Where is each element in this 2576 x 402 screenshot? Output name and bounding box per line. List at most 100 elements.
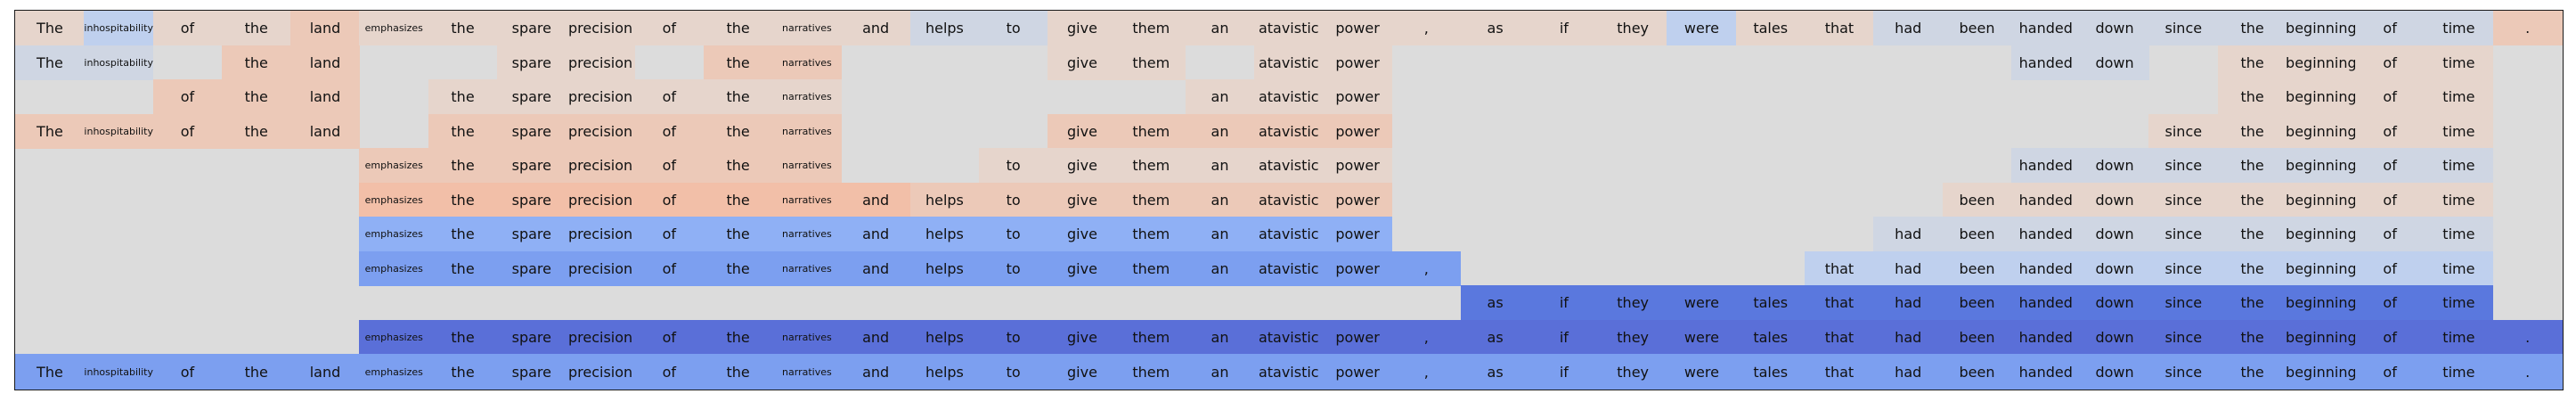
token-cell: atavistic bbox=[1253, 250, 1324, 286]
token-cell: handed bbox=[2010, 45, 2081, 80]
token-cell: of bbox=[2355, 217, 2425, 252]
token-cell: helps bbox=[909, 11, 980, 46]
token-cell: time bbox=[2424, 79, 2494, 115]
token-cell: had bbox=[1873, 354, 1944, 390]
token-cell: spare bbox=[496, 250, 567, 286]
token-cell: down bbox=[2080, 11, 2149, 46]
token-cell: down bbox=[2080, 45, 2149, 80]
token-cell: handed bbox=[2010, 250, 2081, 286]
token-cell: of bbox=[634, 217, 705, 252]
token-cell: had bbox=[1873, 250, 1944, 286]
token-cell: of bbox=[634, 79, 705, 115]
token-heatmap-frame: The inhospitability of the land emphasizes the… bbox=[14, 10, 2564, 390]
token-cell: that bbox=[1805, 285, 1874, 321]
token-cell: the bbox=[2217, 11, 2287, 46]
token-cell: were bbox=[1667, 319, 1737, 356]
token-cell: the bbox=[703, 250, 773, 286]
token-cell: beginning bbox=[2286, 217, 2357, 252]
token-cell: narratives bbox=[771, 217, 842, 252]
token-cell: the bbox=[428, 354, 498, 390]
token-cell: of bbox=[2355, 354, 2425, 390]
token-cell: spare bbox=[496, 113, 567, 149]
token-cell: the bbox=[703, 11, 773, 46]
token-cell: atavistic bbox=[1253, 182, 1324, 217]
token-cell: narratives bbox=[771, 250, 842, 286]
token-cell: since bbox=[2148, 217, 2219, 252]
token-cell: The bbox=[15, 113, 85, 149]
token-cell: give bbox=[1048, 182, 1117, 217]
token-cell: and bbox=[841, 250, 911, 286]
token-cell: the bbox=[221, 354, 291, 390]
token-cell: that bbox=[1805, 319, 1874, 356]
token-cell: The bbox=[15, 45, 85, 80]
token-cell: beginning bbox=[2286, 319, 2357, 356]
token-cell: . bbox=[2492, 354, 2563, 390]
token-cell: power bbox=[1323, 250, 1392, 286]
token-cell: narratives bbox=[771, 148, 842, 184]
token-cell: precision bbox=[566, 250, 636, 286]
token-cell: and bbox=[841, 182, 911, 217]
token-cell: the bbox=[703, 354, 773, 390]
token-cell: precision bbox=[566, 11, 636, 46]
token-cell: the bbox=[2217, 79, 2287, 115]
token-cell: inhospitability bbox=[84, 45, 154, 80]
token-cell: power bbox=[1323, 113, 1392, 149]
token-cell: of bbox=[634, 319, 705, 356]
token-cell: of bbox=[634, 250, 705, 286]
token-cell: the bbox=[2217, 148, 2287, 184]
token-cell: of bbox=[2355, 79, 2425, 115]
token-cell: land bbox=[290, 45, 360, 80]
token-cell: been bbox=[1942, 182, 2012, 217]
token-cell: beginning bbox=[2286, 354, 2357, 390]
token-cell: down bbox=[2080, 319, 2149, 356]
token-cell: to bbox=[978, 148, 1048, 184]
token-cell: power bbox=[1323, 45, 1392, 80]
token-cell: the bbox=[428, 250, 498, 286]
token-cell: power bbox=[1323, 319, 1392, 356]
token-cell: give bbox=[1048, 113, 1117, 149]
token-cell: of bbox=[634, 113, 705, 149]
token-cell: inhospitability bbox=[84, 11, 154, 46]
token-cell: the bbox=[2217, 182, 2287, 217]
token-cell: , bbox=[1391, 250, 1462, 286]
token-cell: the bbox=[703, 79, 773, 115]
token-cell: time bbox=[2424, 354, 2494, 390]
token-cell: them bbox=[1116, 319, 1186, 356]
token-cell: helps bbox=[909, 182, 980, 217]
token-cell: handed bbox=[2010, 148, 2081, 184]
token-cell: of bbox=[152, 11, 223, 46]
token-cell: time bbox=[2424, 11, 2494, 46]
token-cell: give bbox=[1048, 148, 1117, 184]
token-cell: been bbox=[1942, 250, 2012, 286]
token-cell: give bbox=[1048, 319, 1117, 356]
token-cell: atavistic bbox=[1253, 354, 1324, 390]
token-cell: them bbox=[1116, 182, 1186, 217]
token-cell: spare bbox=[496, 354, 567, 390]
token-cell: been bbox=[1942, 354, 2012, 390]
token-cell: if bbox=[1528, 354, 1599, 390]
token-cell: since bbox=[2148, 113, 2219, 149]
token-cell: spare bbox=[496, 79, 567, 115]
token-cell: atavistic bbox=[1253, 148, 1324, 184]
token-cell: spare bbox=[496, 11, 567, 46]
token-cell: the bbox=[2217, 319, 2287, 356]
token-cell: emphasizes bbox=[359, 354, 429, 390]
token-cell: beginning bbox=[2286, 45, 2357, 80]
token-cell: were bbox=[1667, 354, 1737, 390]
token-cell: inhospitability bbox=[84, 354, 154, 390]
token-cell: atavistic bbox=[1253, 113, 1324, 149]
token-cell: time bbox=[2424, 113, 2494, 149]
token-cell: as bbox=[1460, 285, 1530, 321]
token-cell: tales bbox=[1735, 319, 1806, 356]
token-cell: precision bbox=[566, 182, 636, 217]
token-cell: the bbox=[2217, 285, 2287, 321]
token-cell: beginning bbox=[2286, 113, 2357, 149]
token-cell: of bbox=[152, 113, 223, 149]
token-cell: tales bbox=[1735, 11, 1806, 46]
token-cell: and bbox=[841, 319, 911, 356]
token-cell: time bbox=[2424, 217, 2494, 252]
token-cell: , bbox=[1391, 354, 1462, 390]
token-cell: were bbox=[1667, 285, 1737, 321]
token-cell: . bbox=[2492, 319, 2563, 356]
token-cell: them bbox=[1116, 354, 1186, 390]
